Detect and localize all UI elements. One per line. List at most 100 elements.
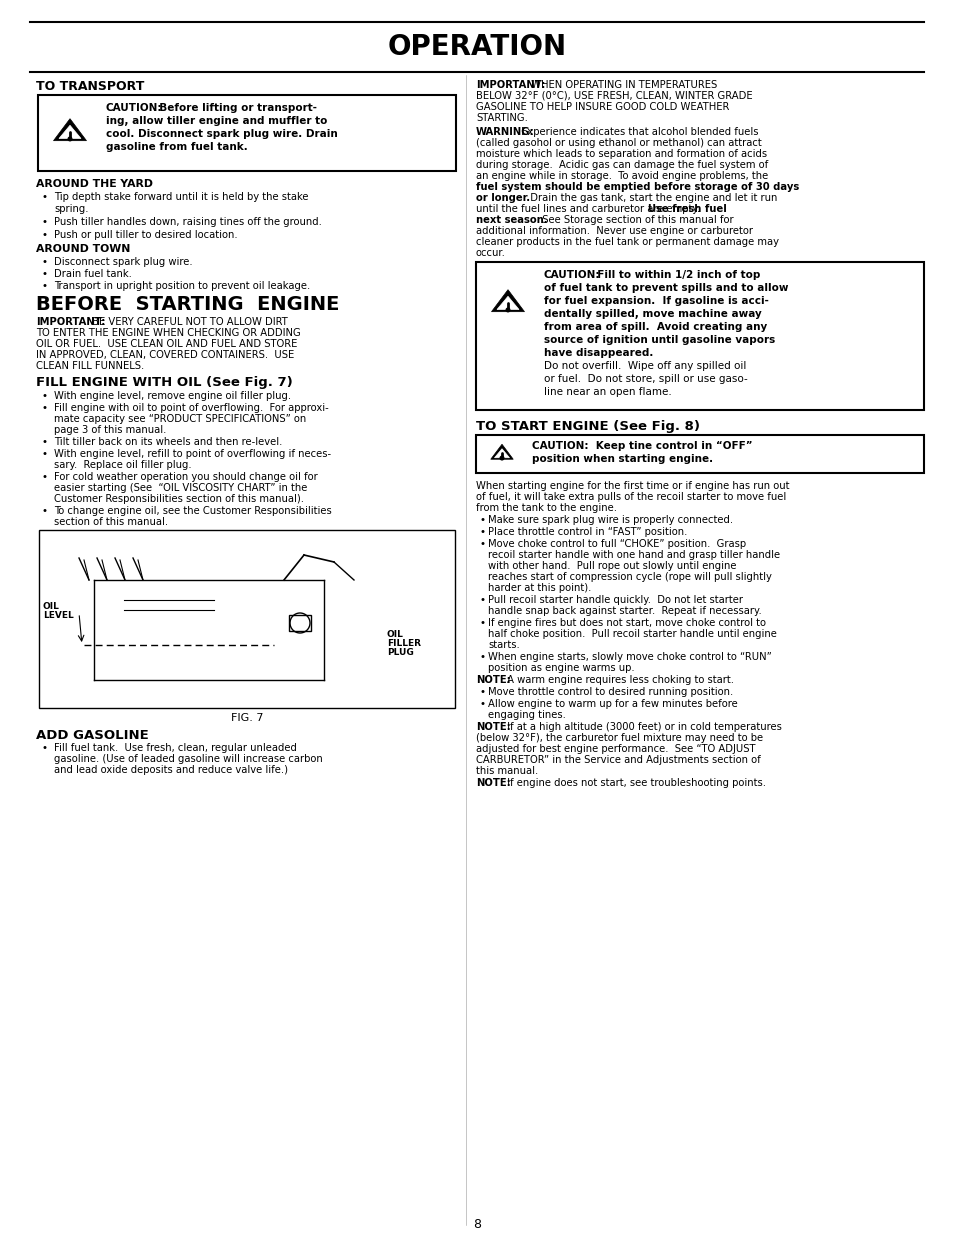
Text: WARNING:: WARNING: — [476, 127, 534, 137]
Text: Transport in upright position to prevent oil leakage.: Transport in upright position to prevent… — [54, 282, 310, 291]
Text: When starting engine for the first time or if engine has run out: When starting engine for the first time … — [476, 480, 789, 492]
Text: If engine fires but does not start, move choke control to: If engine fires but does not start, move… — [488, 618, 765, 629]
Text: OIL OR FUEL.  USE CLEAN OIL AND FUEL AND STORE: OIL OR FUEL. USE CLEAN OIL AND FUEL AND … — [36, 338, 297, 350]
Polygon shape — [490, 445, 513, 459]
Text: NOTE:: NOTE: — [476, 676, 510, 685]
Text: OIL: OIL — [43, 601, 60, 611]
Text: ADD GASOLINE: ADD GASOLINE — [36, 729, 149, 742]
Text: •: • — [479, 699, 485, 709]
Text: Allow engine to warm up for a few minutes before: Allow engine to warm up for a few minute… — [488, 699, 737, 709]
Text: or fuel.  Do not store, spill or use gaso-: or fuel. Do not store, spill or use gaso… — [543, 374, 747, 384]
Text: harder at this point).: harder at this point). — [488, 583, 591, 593]
Text: moisture which leads to separation and formation of acids: moisture which leads to separation and f… — [476, 149, 766, 159]
Text: Tip depth stake forward until it is held by the stake: Tip depth stake forward until it is held… — [54, 191, 308, 203]
Text: Before lifting or transport-: Before lifting or transport- — [152, 103, 316, 112]
Text: TO START ENGINE (See Fig. 8): TO START ENGINE (See Fig. 8) — [476, 420, 700, 433]
Text: GASOLINE TO HELP INSURE GOOD COLD WEATHER: GASOLINE TO HELP INSURE GOOD COLD WEATHE… — [476, 103, 729, 112]
Text: adjusted for best engine performance.  See “TO ADJUST: adjusted for best engine performance. Se… — [476, 743, 755, 755]
Bar — [476, 435, 923, 473]
Text: dentally spilled, move machine away: dentally spilled, move machine away — [543, 309, 760, 319]
Text: CLEAN FILL FUNNELS.: CLEAN FILL FUNNELS. — [36, 361, 144, 370]
Text: Use fresh fuel: Use fresh fuel — [647, 204, 726, 214]
Text: IMPORTANT:: IMPORTANT: — [36, 317, 105, 327]
Circle shape — [506, 309, 509, 311]
Text: BE VERY CAREFUL NOT TO ALLOW DIRT: BE VERY CAREFUL NOT TO ALLOW DIRT — [89, 317, 288, 327]
Text: for fuel expansion.  If gasoline is acci-: for fuel expansion. If gasoline is acci- — [543, 296, 768, 306]
Text: •: • — [42, 403, 48, 412]
Text: LEVEL: LEVEL — [43, 611, 73, 620]
Text: position as engine warms up.: position as engine warms up. — [488, 663, 634, 673]
Text: Make sure spark plug wire is properly connected.: Make sure spark plug wire is properly co… — [488, 515, 732, 525]
Text: spring.: spring. — [54, 204, 89, 214]
Text: from the tank to the engine.: from the tank to the engine. — [476, 503, 617, 513]
Text: IN APPROVED, CLEAN, COVERED CONTAINERS.  USE: IN APPROVED, CLEAN, COVERED CONTAINERS. … — [36, 350, 294, 359]
Circle shape — [68, 137, 71, 141]
Text: STARTING.: STARTING. — [476, 112, 527, 124]
Text: Fill fuel tank.  Use fresh, clean, regular unleaded: Fill fuel tank. Use fresh, clean, regula… — [54, 743, 296, 753]
Text: A warm engine requires less choking to start.: A warm engine requires less choking to s… — [503, 676, 733, 685]
Text: section of this manual.: section of this manual. — [54, 517, 168, 527]
Text: •: • — [479, 527, 485, 537]
Text: To change engine oil, see the Customer Responsibilities: To change engine oil, see the Customer R… — [54, 506, 332, 516]
Text: Pull recoil starter handle quickly.  Do not let starter: Pull recoil starter handle quickly. Do n… — [488, 595, 742, 605]
Text: Fill to within 1/2 inch of top: Fill to within 1/2 inch of top — [589, 270, 760, 280]
Text: (called gasohol or using ethanol or methanol) can attract: (called gasohol or using ethanol or meth… — [476, 138, 760, 148]
Text: CAUTION:: CAUTION: — [543, 270, 599, 280]
Text: TO TRANSPORT: TO TRANSPORT — [36, 80, 144, 93]
Bar — [289, 615, 311, 631]
Text: and lead oxide deposits and reduce valve life.): and lead oxide deposits and reduce valve… — [54, 764, 288, 776]
Text: •: • — [479, 538, 485, 550]
Circle shape — [499, 456, 503, 459]
Text: •: • — [42, 230, 48, 240]
Bar — [38, 95, 456, 170]
Text: BELOW 32°F (0°C), USE FRESH, CLEAN, WINTER GRADE: BELOW 32°F (0°C), USE FRESH, CLEAN, WINT… — [476, 91, 752, 101]
Text: Experience indicates that alcohol blended fuels: Experience indicates that alcohol blende… — [517, 127, 758, 137]
Text: •: • — [42, 472, 48, 482]
Text: CAUTION:: CAUTION: — [106, 103, 162, 112]
Text: FIG. 7: FIG. 7 — [231, 713, 263, 722]
Text: handle snap back against starter.  Repeat if necessary.: handle snap back against starter. Repeat… — [488, 606, 760, 616]
Text: source of ignition until gasoline vapors: source of ignition until gasoline vapors — [543, 335, 775, 345]
Text: Do not overfill.  Wipe off any spilled oil: Do not overfill. Wipe off any spilled oi… — [543, 361, 745, 370]
Bar — [39, 530, 455, 708]
Text: Push tiller handles down, raising tines off the ground.: Push tiller handles down, raising tines … — [54, 217, 321, 227]
Text: recoil starter handle with one hand and grasp tiller handle: recoil starter handle with one hand and … — [488, 550, 780, 559]
Text: OPERATION: OPERATION — [387, 33, 566, 61]
Text: •: • — [479, 652, 485, 662]
Text: •: • — [42, 282, 48, 291]
Text: When engine starts, slowly move choke control to “RUN”: When engine starts, slowly move choke co… — [488, 652, 771, 662]
Text: from area of spill.  Avoid creating any: from area of spill. Avoid creating any — [543, 322, 766, 332]
Text: easier starting (See  “OIL VISCOSITY CHART” in the: easier starting (See “OIL VISCOSITY CHAR… — [54, 483, 307, 493]
Text: gasoline from fuel tank.: gasoline from fuel tank. — [106, 142, 248, 152]
Text: reaches start of compression cycle (rope will pull slightly: reaches start of compression cycle (rope… — [488, 572, 771, 582]
Text: an engine while in storage.  To avoid engine problems, the: an engine while in storage. To avoid eng… — [476, 170, 767, 182]
Text: If engine does not start, see troubleshooting points.: If engine does not start, see troublesho… — [503, 778, 765, 788]
Text: •: • — [479, 515, 485, 525]
Text: •: • — [479, 595, 485, 605]
Text: engaging tines.: engaging tines. — [488, 710, 565, 720]
Text: Disconnect spark plug wire.: Disconnect spark plug wire. — [54, 257, 193, 267]
Text: or longer.: or longer. — [476, 193, 530, 203]
Text: page 3 of this manual.: page 3 of this manual. — [54, 425, 166, 435]
Text: OIL: OIL — [387, 630, 403, 638]
Text: with other hand.  Pull rope out slowly until engine: with other hand. Pull rope out slowly un… — [488, 561, 736, 571]
Text: Fill engine with oil to point of overflowing.  For approxi-: Fill engine with oil to point of overflo… — [54, 403, 329, 412]
Text: •: • — [42, 269, 48, 279]
Text: starts.: starts. — [488, 640, 519, 650]
Text: •: • — [42, 191, 48, 203]
Text: With engine level, refill to point of overflowing if neces-: With engine level, refill to point of ov… — [54, 450, 331, 459]
Text: occur.: occur. — [476, 248, 505, 258]
Text: •: • — [42, 437, 48, 447]
Text: Place throttle control in “FAST” position.: Place throttle control in “FAST” positio… — [488, 527, 687, 537]
Text: next season.: next season. — [476, 215, 547, 225]
Text: additional information.  Never use engine or carburetor: additional information. Never use engine… — [476, 226, 752, 236]
Text: See Storage section of this manual for: See Storage section of this manual for — [536, 215, 733, 225]
Text: have disappeared.: have disappeared. — [543, 348, 653, 358]
Text: PLUG: PLUG — [387, 648, 414, 657]
Polygon shape — [494, 448, 509, 458]
Text: •: • — [42, 257, 48, 267]
Text: Drain fuel tank.: Drain fuel tank. — [54, 269, 132, 279]
Text: Push or pull tiller to desired location.: Push or pull tiller to desired location. — [54, 230, 237, 240]
Text: fuel system should be emptied before storage of 30 days: fuel system should be emptied before sto… — [476, 182, 799, 191]
Text: Drain the gas tank, start the engine and let it run: Drain the gas tank, start the engine and… — [523, 193, 777, 203]
